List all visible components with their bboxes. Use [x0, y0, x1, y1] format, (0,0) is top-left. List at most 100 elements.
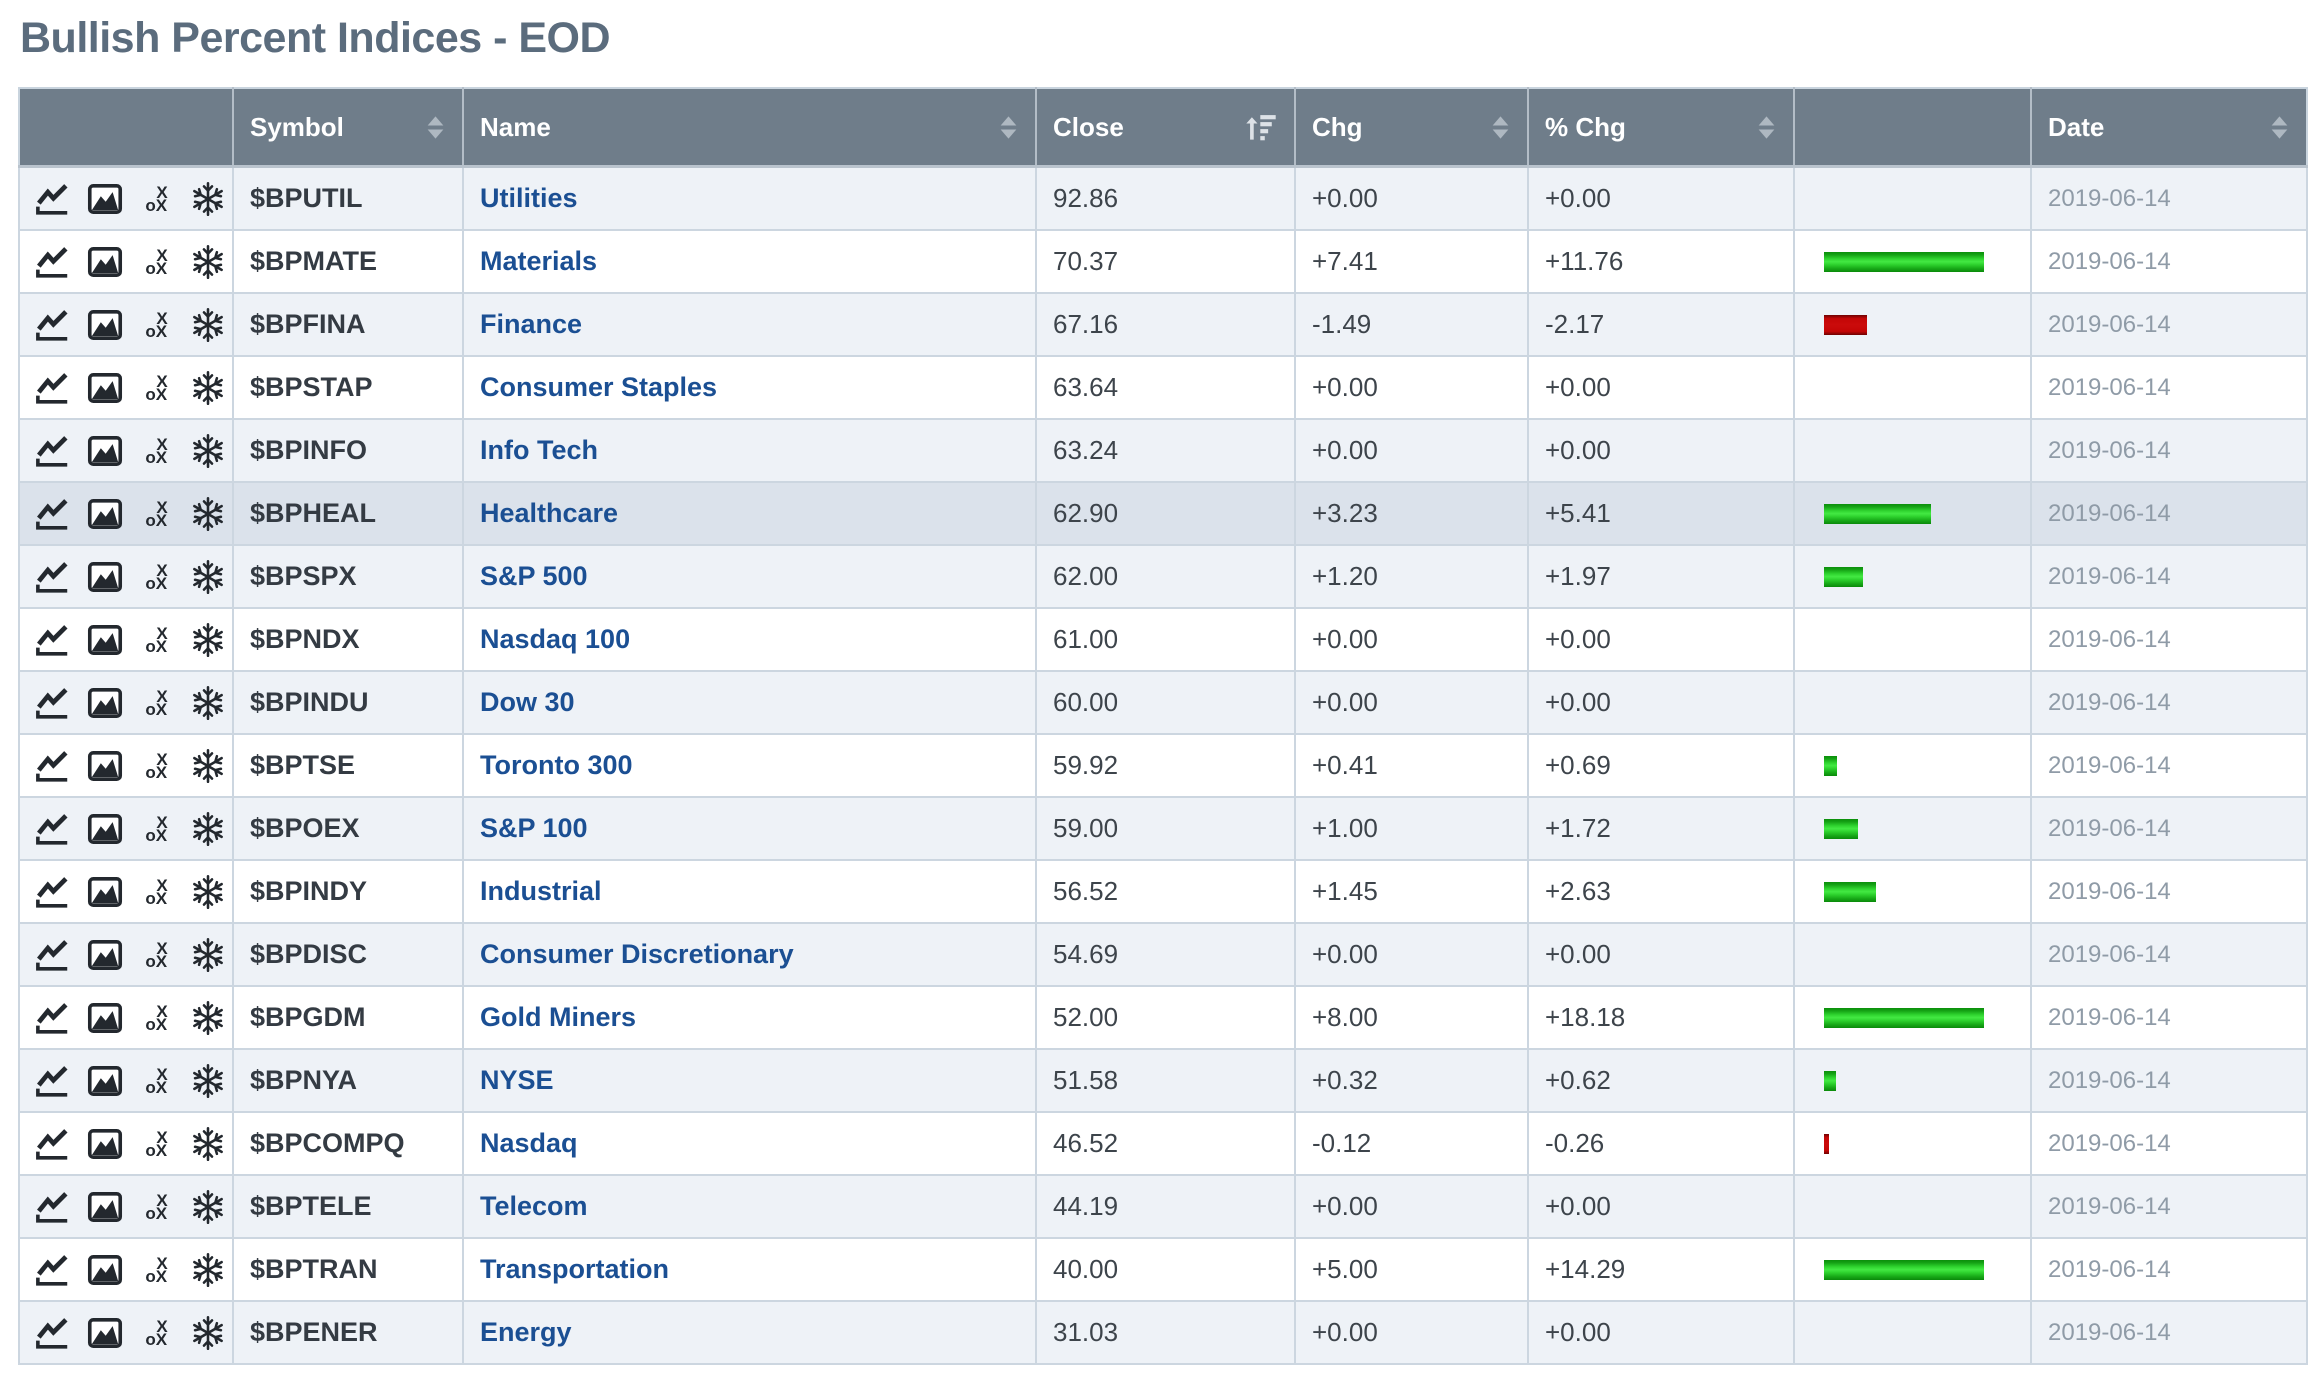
gallery-view-icon-button[interactable]	[87, 557, 123, 597]
sharpchart-icon-button[interactable]	[34, 872, 70, 912]
gallery-view-icon-button[interactable]	[87, 1313, 123, 1353]
snowflake-icon-button[interactable]	[190, 242, 226, 282]
snowflake-icon-button[interactable]	[190, 620, 226, 660]
index-name-link[interactable]: Nasdaq	[480, 1128, 578, 1158]
snowflake-icon-button[interactable]	[190, 809, 226, 849]
index-name-link[interactable]: Gold Miners	[480, 1002, 637, 1032]
snowflake-icon-button[interactable]	[190, 935, 226, 975]
snowflake-icon-button[interactable]	[190, 1313, 226, 1353]
sharpchart-icon-button[interactable]	[34, 1061, 70, 1101]
gallery-view-icon-button[interactable]	[87, 242, 123, 282]
gallery-view-icon-button[interactable]	[87, 620, 123, 660]
sharpchart-icon-button[interactable]	[34, 1187, 70, 1227]
index-name-link[interactable]: Dow 30	[480, 687, 575, 717]
index-name-link[interactable]: Info Tech	[480, 435, 598, 465]
sharpchart-icon-button[interactable]	[34, 683, 70, 723]
sharpchart-icon-button[interactable]	[34, 242, 70, 282]
sharpchart-icon-button[interactable]	[34, 620, 70, 660]
gallery-view-icon-button[interactable]	[87, 1250, 123, 1290]
sharpchart-icon-button[interactable]	[34, 998, 70, 1038]
gallery-view-icon-button[interactable]	[87, 1061, 123, 1101]
sharpchart-icon-button[interactable]	[34, 935, 70, 975]
gallery-view-icon-button[interactable]	[87, 305, 123, 345]
gallery-view-icon-button[interactable]	[87, 1124, 123, 1164]
sharpchart-icon-button[interactable]	[34, 809, 70, 849]
index-name-link[interactable]: Industrial	[480, 876, 602, 906]
snowflake-icon-button[interactable]	[190, 494, 226, 534]
gallery-view-icon-button[interactable]	[87, 683, 123, 723]
index-name-link[interactable]: NYSE	[480, 1065, 554, 1095]
snowflake-icon-button[interactable]	[190, 1187, 226, 1227]
sharpchart-icon-button[interactable]	[34, 1250, 70, 1290]
snowflake-icon-button[interactable]	[190, 1061, 226, 1101]
snowflake-icon-button[interactable]	[190, 1124, 226, 1164]
index-name-link[interactable]: Consumer Discretionary	[480, 939, 794, 969]
snowflake-icon-button[interactable]	[190, 998, 226, 1038]
index-name-link[interactable]: Telecom	[480, 1191, 588, 1221]
snowflake-icon-button[interactable]	[190, 368, 226, 408]
index-name-link[interactable]: Nasdaq 100	[480, 624, 631, 654]
snowflake-icon-button[interactable]	[190, 179, 226, 219]
index-name-link[interactable]: Energy	[480, 1317, 572, 1347]
sharpchart-icon-button[interactable]	[34, 1124, 70, 1164]
gallery-view-icon-button[interactable]	[87, 494, 123, 534]
gallery-view-icon-button[interactable]	[87, 998, 123, 1038]
sharpchart-icon-button[interactable]	[34, 431, 70, 471]
index-name-link[interactable]: S&P 500	[480, 561, 588, 591]
snowflake-icon-button[interactable]	[190, 431, 226, 471]
gallery-view-icon-button[interactable]	[87, 431, 123, 471]
sharpchart-icon-button[interactable]	[34, 1313, 70, 1353]
column-header-chg[interactable]: Chg	[1295, 88, 1529, 168]
index-name-link[interactable]: Toronto 300	[480, 750, 633, 780]
index-name-link[interactable]: S&P 100	[480, 813, 588, 843]
snowflake-icon-button[interactable]	[190, 305, 226, 345]
snowflake-icon-button[interactable]	[190, 872, 226, 912]
sharpchart-icon-button[interactable]	[34, 746, 70, 786]
gallery-view-icon-button[interactable]	[87, 368, 123, 408]
sharpchart-icon-button[interactable]	[34, 179, 70, 219]
gallery-view-icon-button[interactable]	[87, 872, 123, 912]
snowflake-icon-button[interactable]	[190, 557, 226, 597]
snowflake-icon-button[interactable]	[190, 1250, 226, 1290]
snowflake-icon-button[interactable]	[190, 683, 226, 723]
column-header-date[interactable]: Date	[2031, 88, 2307, 168]
gallery-view-icon-button[interactable]	[87, 935, 123, 975]
snowflake-icon-button[interactable]	[190, 746, 226, 786]
gallery-view-icon-button[interactable]	[87, 179, 123, 219]
sharpchart-icon-button[interactable]	[34, 305, 70, 345]
gallery-view-icon-button[interactable]	[87, 746, 123, 786]
column-header-pct_chg[interactable]: % Chg	[1528, 88, 1795, 168]
gallery-view-icon-button[interactable]	[87, 809, 123, 849]
index-name-link[interactable]: Consumer Staples	[480, 372, 718, 402]
sharpchart-icon-button[interactable]	[34, 368, 70, 408]
index-name-link[interactable]: Materials	[480, 246, 598, 276]
column-header-name[interactable]: Name	[463, 88, 1037, 168]
index-name-link[interactable]: Healthcare	[480, 498, 619, 528]
column-header-symbol[interactable]: Symbol	[233, 88, 464, 168]
sharpchart-icon-button[interactable]	[34, 494, 70, 534]
column-header-close[interactable]: Close	[1036, 88, 1296, 168]
index-name-link[interactable]: Finance	[480, 309, 583, 339]
index-name-link[interactable]: Utilities	[480, 183, 578, 213]
sharpchart-icon-button[interactable]	[34, 557, 70, 597]
gallery-view-icon-button[interactable]	[87, 1187, 123, 1227]
